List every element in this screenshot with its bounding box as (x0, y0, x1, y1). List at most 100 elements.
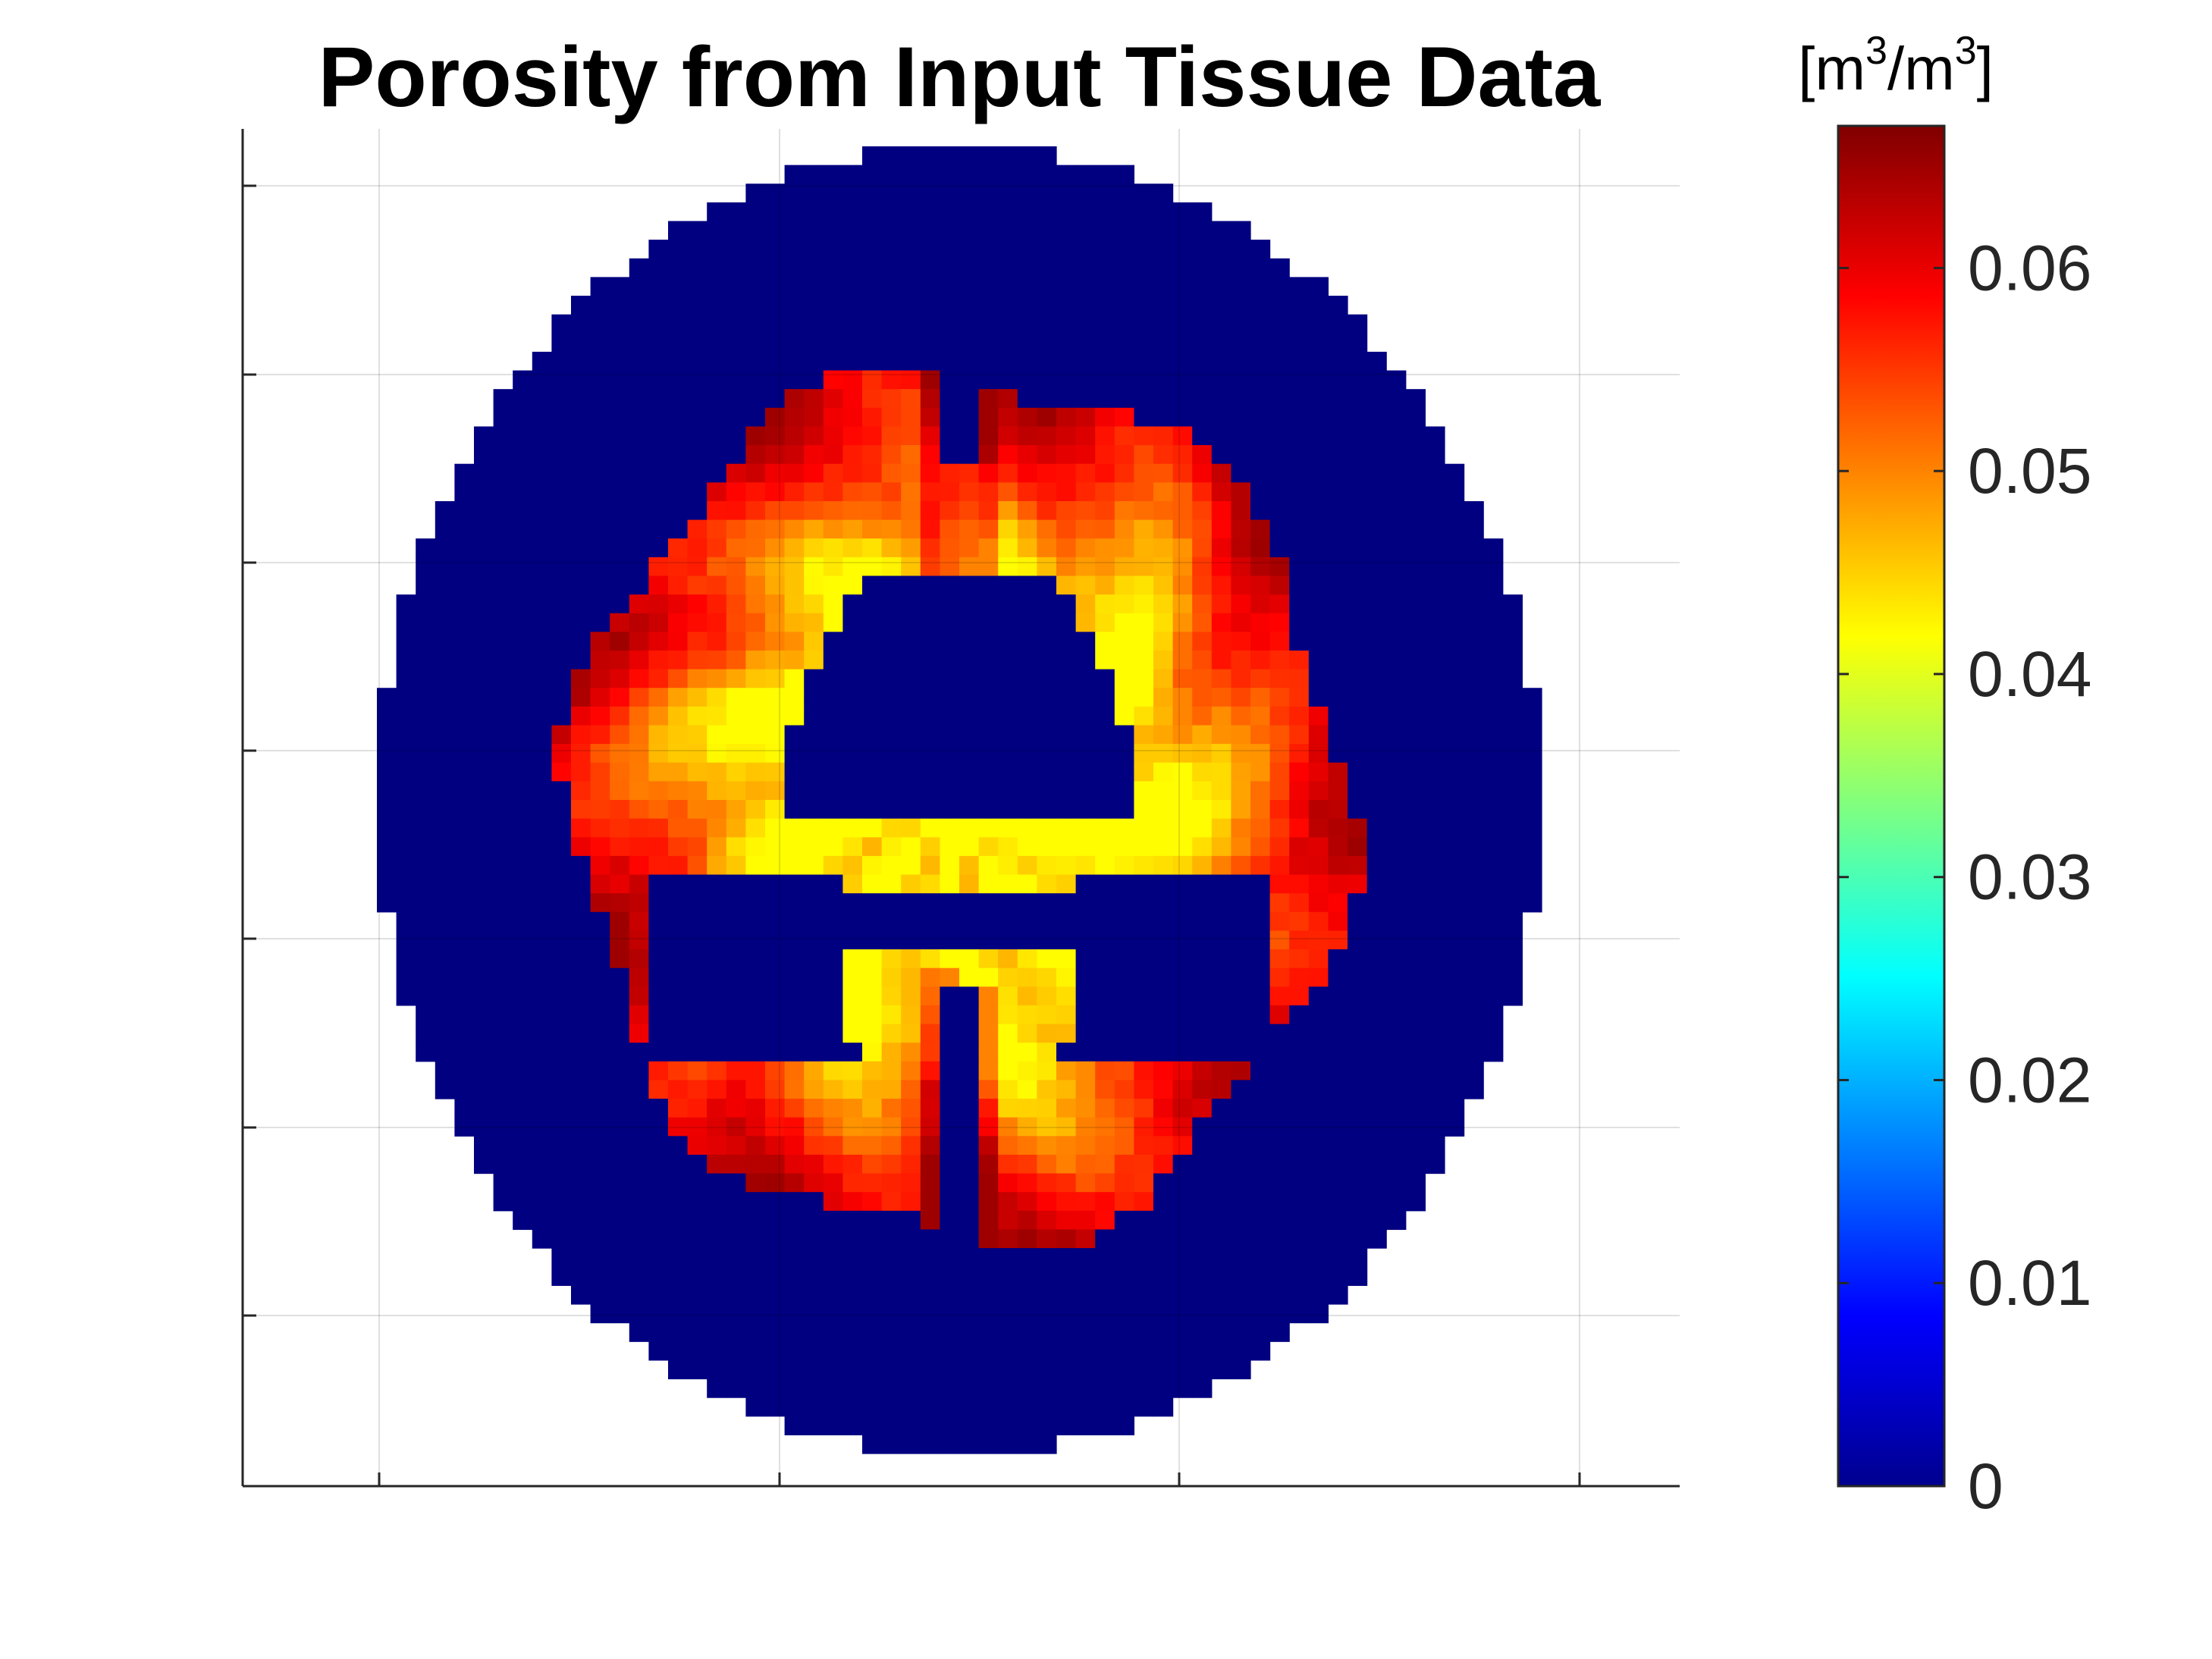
heatmap-cell (823, 1061, 843, 1081)
heatmap-cell (784, 1099, 805, 1118)
heatmap-cell (881, 781, 902, 801)
heatmap-cell (1269, 949, 1290, 969)
heatmap-cell (1386, 800, 1407, 820)
heatmap-cell (901, 1192, 921, 1212)
heatmap-cell (1172, 800, 1193, 820)
heatmap-cell (648, 613, 669, 632)
heatmap-cell (1250, 258, 1271, 278)
heatmap-cell (745, 1061, 766, 1081)
heatmap-cell (1308, 744, 1329, 764)
heatmap-cell (1250, 632, 1271, 651)
heatmap-cell (1153, 744, 1174, 764)
heatmap-cell (998, 1378, 1018, 1398)
heatmap-cell (1250, 519, 1271, 539)
heatmap-cell (901, 1080, 921, 1099)
heatmap-cell (687, 1061, 708, 1081)
heatmap-cell (648, 1173, 669, 1193)
heatmap-cell (1328, 781, 1348, 801)
heatmap-cell (940, 538, 960, 558)
heatmap-cell (881, 557, 902, 577)
heatmap-cell (1134, 240, 1154, 259)
heatmap-cell (493, 389, 513, 409)
heatmap-cell (998, 1043, 1018, 1062)
heatmap-cell (978, 930, 999, 950)
heatmap-cell (726, 445, 746, 465)
heatmap-cell (532, 519, 552, 539)
heatmap-cell (804, 1192, 824, 1212)
heatmap-cell (765, 240, 786, 259)
heatmap-cell (901, 407, 921, 428)
heatmap-cell (1075, 296, 1096, 315)
heatmap-cell (1464, 967, 1484, 987)
heatmap-cell (610, 351, 630, 372)
heatmap-cell (610, 837, 630, 857)
heatmap-cell (1153, 296, 1174, 315)
heatmap-cell (1386, 632, 1407, 651)
heatmap-cell (513, 930, 533, 950)
heatmap-cell (842, 1080, 863, 1099)
heatmap-cell (610, 762, 630, 782)
heatmap-cell (920, 333, 940, 353)
heatmap-cell (454, 669, 475, 688)
heatmap-cell (901, 949, 921, 969)
heatmap-cell (1502, 781, 1523, 801)
heatmap-cell (1386, 445, 1407, 465)
heatmap-cell (901, 893, 921, 913)
heatmap-cell (901, 240, 921, 259)
heatmap-cell (1289, 370, 1310, 390)
heatmap-cell (1269, 445, 1290, 465)
heatmap-cell (1231, 277, 1251, 296)
heatmap-cell (1231, 1192, 1251, 1212)
heatmap-cell (1114, 1173, 1134, 1193)
heatmap-cell (862, 1248, 883, 1268)
heatmap-cell (1114, 762, 1134, 782)
heatmap-cell (493, 1080, 513, 1099)
heatmap-cell (1366, 632, 1387, 651)
heatmap-cell (1328, 613, 1348, 632)
heatmap-cell (823, 650, 843, 670)
heatmap-cell (648, 1248, 669, 1268)
heatmap-cell (687, 538, 708, 558)
heatmap-cell (493, 1024, 513, 1043)
heatmap-cell (435, 613, 455, 632)
heatmap-cell (1328, 557, 1348, 577)
heatmap-cell (1056, 1416, 1077, 1435)
heatmap-cell (1075, 1210, 1096, 1231)
heatmap-cell (648, 277, 669, 296)
heatmap-cell (804, 463, 824, 483)
heatmap-cell (1366, 445, 1387, 465)
heatmap-cell (842, 482, 863, 502)
heatmap-cell (687, 1080, 708, 1099)
heatmap-cell (1153, 818, 1174, 838)
heatmap-cell (435, 874, 455, 894)
heatmap-cell (1056, 1378, 1077, 1398)
heatmap-cell (804, 389, 824, 409)
heatmap-cell (629, 1005, 649, 1025)
heatmap-cell (687, 967, 708, 987)
heatmap-cell (493, 949, 513, 969)
heatmap-cell (959, 688, 980, 707)
heatmap-cell (1308, 762, 1329, 782)
heatmap-cell (513, 557, 533, 577)
heatmap-cell (551, 688, 572, 707)
heatmap-cell (901, 744, 921, 764)
heatmap-cell (648, 1341, 669, 1361)
heatmap-cell (1269, 986, 1290, 1006)
heatmap-cell (551, 1099, 572, 1118)
heatmap-cell (862, 1117, 883, 1137)
heatmap-cell (881, 202, 902, 222)
heatmap-cell (823, 202, 843, 222)
heatmap-cell (1211, 706, 1232, 726)
heatmap-cell (1483, 594, 1504, 614)
heatmap-cell (1134, 1043, 1154, 1062)
heatmap-cell (1425, 519, 1445, 539)
heatmap-cell (1075, 1248, 1096, 1268)
heatmap-cell (416, 594, 436, 614)
heatmap-cell (532, 594, 552, 614)
heatmap-cell (687, 1117, 708, 1137)
heatmap-cell (1056, 351, 1077, 372)
heatmap-cell (1348, 1043, 1368, 1062)
heatmap-cell (726, 1248, 746, 1268)
heatmap-cell (881, 1266, 902, 1286)
heatmap-cell (940, 277, 960, 296)
